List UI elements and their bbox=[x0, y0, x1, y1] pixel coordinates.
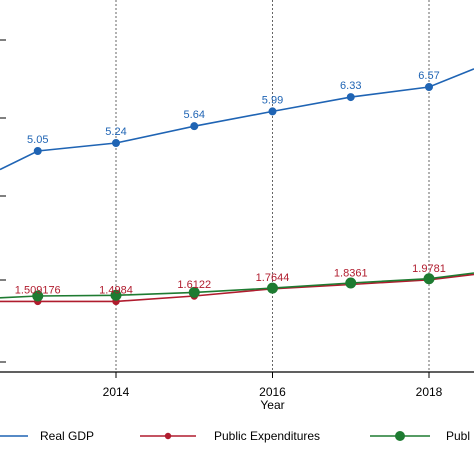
data-point bbox=[345, 277, 357, 289]
data-labels: 5.05 5.24 5.64 5.99 6.33 6.57 1.509176 1.4984 1.… bbox=[15, 70, 446, 296]
data-label: 5.05 bbox=[27, 134, 48, 146]
data-point bbox=[33, 147, 42, 155]
legend-label: Real GDP bbox=[40, 429, 94, 443]
legend: Real GDP Public Expenditures Publ bbox=[0, 429, 470, 443]
data-label: 6.57 bbox=[418, 70, 439, 82]
axes: 2014 2016 2018 Year bbox=[0, 39, 474, 412]
data-label: 5.64 bbox=[184, 109, 205, 121]
data-label: 5.99 bbox=[262, 94, 283, 106]
data-point bbox=[267, 282, 278, 294]
x-tick-label: 2014 bbox=[103, 385, 130, 399]
series-line-public-expenditures bbox=[0, 273, 474, 303]
data-point bbox=[110, 289, 122, 301]
grid-lines bbox=[115, 0, 430, 372]
legend-marker bbox=[164, 432, 172, 440]
data-point bbox=[112, 139, 120, 147]
series bbox=[0, 68, 474, 306]
data-point bbox=[268, 107, 277, 116]
data-point bbox=[346, 93, 355, 102]
legend-marker bbox=[395, 431, 405, 441]
x-tick-label: 2018 bbox=[416, 385, 443, 399]
data-label: 5.24 bbox=[105, 126, 126, 138]
data-label: 1.6122 bbox=[177, 279, 211, 291]
x-axis-title: Year bbox=[260, 398, 284, 412]
legend-label: Public Expenditures bbox=[214, 429, 320, 443]
data-point bbox=[423, 273, 435, 285]
data-label: 6.33 bbox=[340, 80, 361, 92]
data-label: 1.9781 bbox=[412, 263, 446, 275]
x-tick-label: 2016 bbox=[259, 385, 286, 399]
data-point bbox=[32, 290, 44, 302]
data-label: 1.8361 bbox=[334, 267, 368, 279]
series-line-real-gdp bbox=[0, 68, 474, 171]
data-point bbox=[188, 286, 200, 298]
series-line-publ bbox=[0, 272, 474, 299]
data-label: 1.4984 bbox=[99, 284, 133, 296]
data-point bbox=[425, 83, 433, 91]
data-label: 1.509176 bbox=[15, 284, 61, 296]
data-label: 1.7644 bbox=[256, 272, 290, 284]
data-point bbox=[190, 122, 199, 131]
legend-label: Publ bbox=[446, 429, 470, 443]
